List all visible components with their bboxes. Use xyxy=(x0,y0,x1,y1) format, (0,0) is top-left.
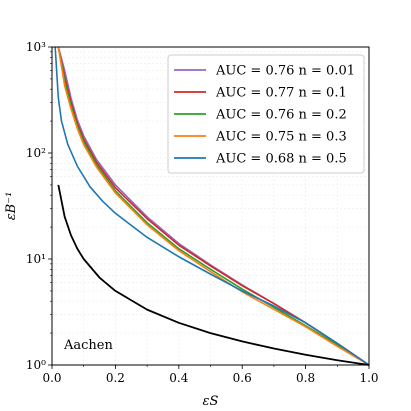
y-tick-label: 10⁰ xyxy=(26,358,46,372)
series-line-5 xyxy=(54,46,370,366)
series-line-6 xyxy=(57,184,370,366)
series-line-3 xyxy=(57,46,370,366)
legend-label: AUC = 0.76 n = 0.01 xyxy=(215,64,355,79)
legend: AUC = 0.76 n = 0.01 AUC = 0.77 n = 0.1 AUC… xyxy=(167,54,365,174)
x-tick-label: 0.2 xyxy=(106,371,125,385)
y-axis-label: εB⁻¹ xyxy=(4,192,19,221)
annotation-text: Aachen xyxy=(63,338,113,353)
axis-ticks: 0.0 0.2 0.4 0.6 0.8 1.0 10⁰ 10¹ 10² 10³ xyxy=(26,40,379,385)
legend-label: AUC = 0.68 n = 0.5 xyxy=(215,152,347,167)
x-tick-label: 1.0 xyxy=(359,371,378,385)
legend-label: AUC = 0.75 n = 0.3 xyxy=(215,130,347,145)
series-line-4 xyxy=(57,46,370,366)
x-tick-label: 0.6 xyxy=(233,371,252,385)
x-tick-label: 0.0 xyxy=(42,371,61,385)
x-tick-label: 0.8 xyxy=(296,371,315,385)
y-tick-label: 10¹ xyxy=(26,252,46,266)
x-axis-label: εS xyxy=(203,394,219,409)
legend-label: AUC = 0.77 n = 0.1 xyxy=(215,86,347,101)
series-lines xyxy=(54,46,370,366)
legend-box xyxy=(167,54,365,174)
legend-label: AUC = 0.76 n = 0.2 xyxy=(215,108,347,123)
y-tick-label: 10² xyxy=(26,146,46,160)
y-tick-label: 10³ xyxy=(26,40,46,54)
x-tick-label: 0.4 xyxy=(169,371,188,385)
